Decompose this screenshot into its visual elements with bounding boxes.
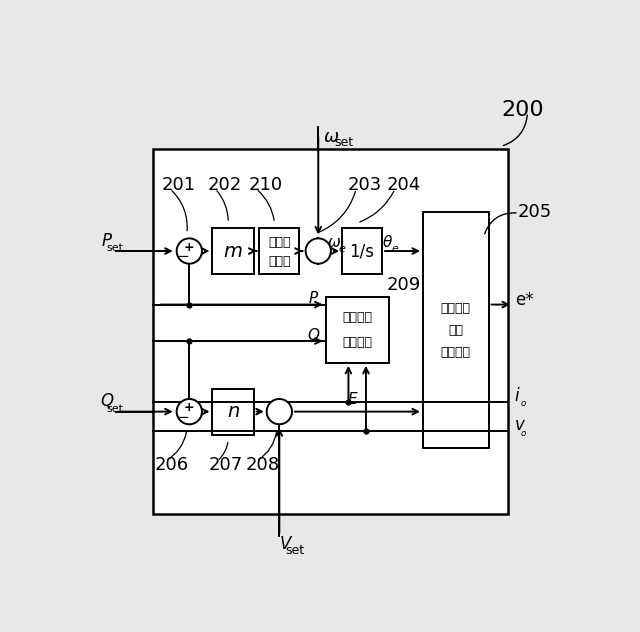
- Text: P: P: [102, 233, 111, 250]
- Text: 205: 205: [518, 203, 552, 221]
- Text: e*: e*: [515, 291, 534, 308]
- Text: n: n: [227, 402, 239, 421]
- Text: +: +: [184, 241, 195, 253]
- Text: 208: 208: [245, 456, 280, 474]
- Bar: [342, 228, 382, 274]
- Bar: [153, 149, 508, 514]
- Bar: [212, 228, 254, 274]
- Text: 濾過ユ: 濾過ユ: [268, 236, 291, 249]
- Text: m: m: [223, 241, 243, 260]
- Circle shape: [306, 238, 331, 264]
- Text: 201: 201: [161, 176, 196, 194]
- Text: P: P: [308, 291, 318, 307]
- Text: 1/s: 1/s: [349, 242, 374, 260]
- Bar: [259, 228, 300, 274]
- Text: ω: ω: [328, 234, 340, 250]
- Text: e: e: [338, 243, 345, 253]
- Text: set: set: [285, 544, 305, 557]
- Text: E: E: [348, 392, 357, 407]
- Circle shape: [177, 238, 202, 264]
- Text: 209: 209: [387, 276, 420, 294]
- Text: set: set: [106, 404, 124, 414]
- Text: ユニット: ユニット: [441, 346, 471, 358]
- Text: set: set: [106, 243, 124, 253]
- Text: 生成: 生成: [448, 324, 463, 337]
- Text: +: +: [184, 401, 195, 414]
- Text: ω: ω: [324, 128, 339, 145]
- Text: 210: 210: [248, 176, 282, 194]
- Text: $i$: $i$: [514, 387, 520, 405]
- Text: ニット: ニット: [268, 255, 291, 268]
- Text: 203: 203: [348, 176, 381, 194]
- Text: ユニット: ユニット: [342, 336, 372, 349]
- Text: set: set: [334, 136, 353, 149]
- Text: 206: 206: [154, 456, 188, 474]
- Text: Q: Q: [307, 328, 319, 343]
- Text: $_o$: $_o$: [520, 425, 527, 439]
- Bar: [212, 389, 254, 435]
- Circle shape: [177, 399, 202, 424]
- Text: V: V: [280, 535, 291, 554]
- Text: 202: 202: [207, 176, 241, 194]
- Text: $_o$: $_o$: [520, 396, 527, 410]
- Text: Q: Q: [100, 392, 113, 410]
- Text: 電圧命令: 電圧命令: [441, 301, 471, 315]
- Bar: [423, 212, 488, 448]
- Text: e: e: [392, 243, 399, 253]
- Text: −: −: [176, 250, 189, 264]
- Text: −: −: [176, 410, 189, 425]
- Text: θ: θ: [383, 234, 392, 250]
- Text: 207: 207: [209, 456, 243, 474]
- Text: 電力計算: 電力計算: [342, 312, 372, 324]
- Text: 204: 204: [387, 176, 420, 194]
- Circle shape: [267, 399, 292, 424]
- Bar: [326, 297, 389, 363]
- Text: $v$: $v$: [514, 416, 526, 434]
- Text: 200: 200: [501, 100, 544, 120]
